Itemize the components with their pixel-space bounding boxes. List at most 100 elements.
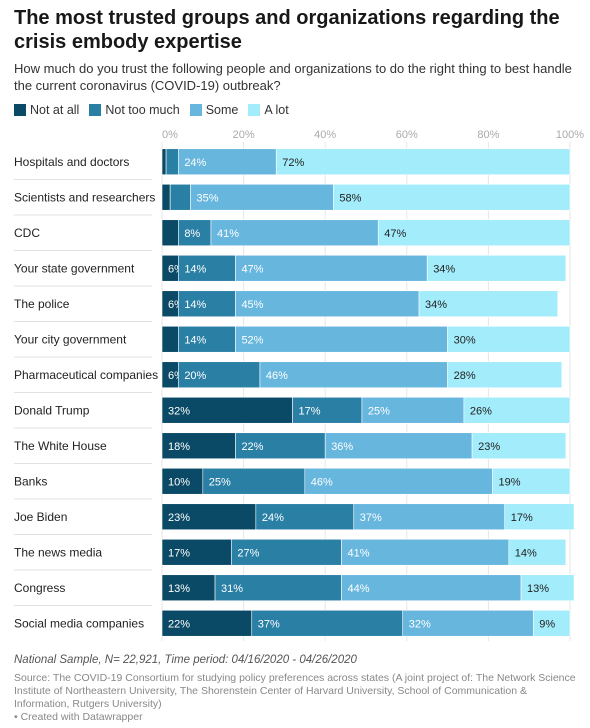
data-label: 27% <box>237 547 259 559</box>
bar-segment <box>161 183 171 211</box>
category-label: Hospitals and doctors <box>14 155 129 169</box>
data-label: 18% <box>168 441 190 453</box>
legend-item-not-too-much: Not too much <box>89 103 180 117</box>
data-label: 22% <box>168 618 190 630</box>
data-label: 23% <box>168 512 190 524</box>
bar-segment <box>504 503 575 531</box>
bar-segment <box>178 148 277 176</box>
bar-segment <box>532 609 571 637</box>
chart-subtitle: How much do you trust the following peop… <box>14 61 572 93</box>
data-label: 10% <box>168 476 190 488</box>
category-label: Social media companies <box>14 616 144 630</box>
legend-item-some: Some <box>189 103 238 117</box>
data-label: 13% <box>527 583 549 595</box>
bar-segment <box>520 574 575 602</box>
data-label: 13% <box>168 583 190 595</box>
data-label: 34% <box>433 263 455 275</box>
data-label: 14% <box>184 299 206 311</box>
x-tick-label: 100% <box>556 129 584 141</box>
category-label: Your city government <box>14 332 127 346</box>
bar-segment <box>214 574 342 602</box>
legend-item-not-at-all: Not at all <box>14 103 79 117</box>
data-label: 31% <box>221 583 243 595</box>
bar-segment <box>426 254 567 282</box>
data-label: 25% <box>209 476 231 488</box>
bar-segment <box>447 361 563 389</box>
bar-segment <box>190 183 334 211</box>
bar-segment <box>324 432 473 460</box>
data-label: 24% <box>262 512 284 524</box>
data-label: 8% <box>184 228 200 240</box>
data-label: 14% <box>184 334 206 346</box>
legend-swatch <box>248 104 261 116</box>
data-label: 35% <box>197 192 219 204</box>
data-label: 37% <box>360 512 382 524</box>
legend-label: A lot <box>264 103 289 117</box>
bar-segment <box>333 183 571 211</box>
data-label: 72% <box>282 157 304 169</box>
bar-segment <box>235 290 420 318</box>
legend-label: Not at all <box>30 103 80 117</box>
data-label: 47% <box>384 228 406 240</box>
legend-item-a-lot: A lot <box>248 103 289 117</box>
data-label: 41% <box>217 228 239 240</box>
category-label: Scientists and researchers <box>14 190 155 204</box>
bar-segment <box>235 325 448 353</box>
data-label: 22% <box>241 441 263 453</box>
bar-segment <box>165 148 179 176</box>
bar-segment <box>178 325 236 353</box>
data-label: 20% <box>184 370 206 382</box>
data-label: 34% <box>425 299 447 311</box>
category-label: The police <box>14 297 70 311</box>
bar-segment <box>275 148 571 176</box>
bar-segment <box>161 219 179 247</box>
bar-segment <box>377 219 571 247</box>
category-label: The news media <box>14 545 102 559</box>
category-label: Your state government <box>14 261 135 275</box>
bar-segment <box>161 432 236 460</box>
bar-segment <box>508 538 567 566</box>
x-tick-label: 40% <box>314 129 336 141</box>
data-label: 37% <box>258 618 280 630</box>
bar-segment <box>178 254 236 282</box>
category-label: Pharmaceutical companies <box>14 368 158 382</box>
category-label: Donald Trump <box>14 403 90 417</box>
data-label: 46% <box>266 370 288 382</box>
bar-segment <box>161 503 257 531</box>
bar-segment <box>202 467 306 495</box>
data-label: 14% <box>184 263 206 275</box>
bar-segment <box>178 290 236 318</box>
legend: Not at all Not too much Some A lot <box>14 102 299 118</box>
bar-segment <box>418 290 559 318</box>
legend-label: Not too much <box>105 103 180 117</box>
sample-note: National Sample, N= 22,921, Time period:… <box>14 654 357 666</box>
data-label: 19% <box>498 476 520 488</box>
x-tick-label: 80% <box>477 129 499 141</box>
data-label: 14% <box>515 547 537 559</box>
bar-segment <box>178 361 261 389</box>
x-tick-label: 20% <box>233 129 255 141</box>
bar-segment <box>161 325 179 353</box>
data-label: 9% <box>539 618 555 630</box>
data-label: 17% <box>168 547 190 559</box>
bar-segment <box>492 467 571 495</box>
legend-swatch <box>89 104 102 116</box>
category-label: Banks <box>14 474 47 488</box>
bar-segment <box>161 538 232 566</box>
stacked-bar-chart: 0% 20% 40% 60% 80% 100% Hospitals and doctors 2… <box>14 129 584 641</box>
category-label: Joe Biden <box>14 510 67 524</box>
data-label: 17% <box>511 512 533 524</box>
bar-segment <box>169 183 191 211</box>
data-label: 32% <box>409 618 431 630</box>
bar-segment <box>447 325 571 353</box>
bar-segment <box>402 609 534 637</box>
data-label: 32% <box>168 405 190 417</box>
data-label: 58% <box>339 192 361 204</box>
data-label: 44% <box>348 583 370 595</box>
data-label: 26% <box>470 405 492 417</box>
category-label: CDC <box>14 226 40 240</box>
data-label: 24% <box>184 157 206 169</box>
data-label: 36% <box>331 441 353 453</box>
source-text: Source: The COVID-19 Consortium for stud… <box>14 672 576 710</box>
data-label: 25% <box>368 405 390 417</box>
